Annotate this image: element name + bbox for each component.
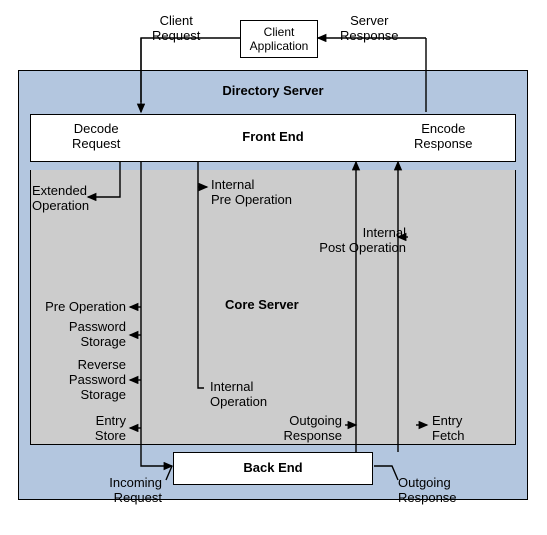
outgoing-resp2-label: Outgoing Response	[398, 476, 457, 506]
server-response-label: Server Response	[340, 14, 399, 44]
extended-op-label: Extended Operation	[32, 184, 89, 214]
pre-op-label: Pre Operation	[36, 300, 126, 315]
directory-server-title: Directory Server	[18, 84, 528, 99]
outgoing-resp1-label: Outgoing Response	[266, 414, 342, 444]
client-app-label: Client Application	[250, 25, 309, 53]
incoming-req-label: Incoming Request	[100, 476, 162, 506]
entry-store-label: Entry Store	[36, 414, 126, 444]
decode-request-label: Decode Request	[72, 122, 120, 152]
core-server-title: Core Server	[225, 298, 299, 313]
client-app-box: Client Application	[240, 20, 318, 58]
internal-post-label: Internal Post Operation	[310, 226, 406, 256]
client-request-label: Client Request	[152, 14, 200, 44]
back-end-title: Back End	[173, 461, 373, 476]
encode-response-label: Encode Response	[414, 122, 473, 152]
internal-op-label: Internal Operation	[210, 380, 267, 410]
internal-pre-label: Internal Pre Operation	[211, 178, 292, 208]
password-storage-label: Password Storage	[36, 320, 126, 350]
reverse-pw-label: Reverse Password Storage	[36, 358, 126, 403]
entry-fetch-label: Entry Fetch	[432, 414, 465, 444]
